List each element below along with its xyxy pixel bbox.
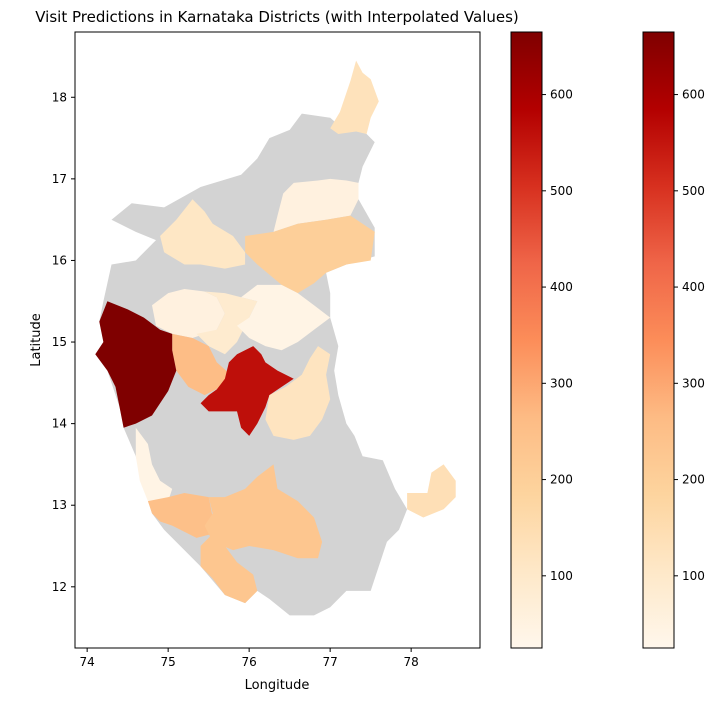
district-region: [200, 533, 258, 604]
x-tick-label: 76: [242, 655, 257, 669]
colorbar-tick-label: 600: [682, 88, 705, 102]
district-region: [172, 333, 229, 396]
y-tick-label: 16: [52, 253, 67, 267]
district-region: [407, 464, 456, 518]
colorbar-tick-label: 300: [682, 376, 705, 390]
district-region: [147, 493, 213, 538]
x-tick-label: 78: [404, 655, 419, 669]
colorbar-frame: [642, 31, 675, 649]
district-region: [152, 289, 225, 338]
map-area: [95, 60, 456, 616]
district-region: [135, 427, 173, 502]
district-region: [95, 301, 177, 428]
y-ticks: 12 13 14 15 16 17 18: [52, 90, 75, 594]
colorbar-tick-label: 200: [550, 473, 573, 487]
x-tick-label: 75: [161, 655, 176, 669]
colorbar-tick-label: 400: [550, 280, 573, 294]
y-tick-label: 18: [52, 90, 67, 104]
district-region: [245, 215, 375, 294]
y-tick-label: 13: [52, 498, 67, 512]
district-region: [160, 199, 246, 269]
colorbar-tick-label: 200: [682, 473, 705, 487]
chart-title: Visit Predictions in Karnataka Districts…: [35, 8, 519, 26]
district-region: [237, 284, 331, 351]
colorbar-1: 100 200 300 400 500 600: [510, 31, 573, 649]
y-tick-label: 12: [52, 580, 67, 594]
colorbar-tick-label: 500: [550, 184, 573, 198]
y-tick-label: 14: [52, 417, 67, 431]
colorbar-gradient: [643, 32, 674, 648]
district-region: [330, 60, 379, 134]
x-axis-label: Longitude: [245, 678, 310, 693]
x-tick-label: 77: [323, 655, 338, 669]
colorbar-tick-label: 500: [682, 184, 705, 198]
x-ticks: 74 75 76 77 78: [80, 648, 419, 669]
colorbar-tick-label: 400: [682, 280, 705, 294]
y-tick-label: 15: [52, 335, 67, 349]
district-region: [204, 464, 323, 559]
colorbar-frame: [510, 31, 543, 649]
district-region: [196, 291, 258, 355]
colorbar-tick-label: 600: [550, 88, 573, 102]
district-layer: [95, 60, 456, 604]
colorbar-tick-label: 300: [550, 376, 573, 390]
colorbar-tick-label: 100: [550, 569, 573, 583]
colorbar-2: 100 200 300 400 500 600: [642, 31, 705, 649]
axes-frame: [74, 31, 481, 649]
colorbar-tick-label: 100: [682, 569, 705, 583]
y-axis-label: Latitude: [29, 313, 44, 367]
colorbar-gradient: [511, 32, 542, 648]
district-region: [200, 346, 294, 436]
district-region: [273, 178, 359, 232]
x-tick-label: 74: [80, 655, 95, 669]
district-region: [265, 346, 331, 440]
y-tick-label: 17: [52, 172, 67, 186]
